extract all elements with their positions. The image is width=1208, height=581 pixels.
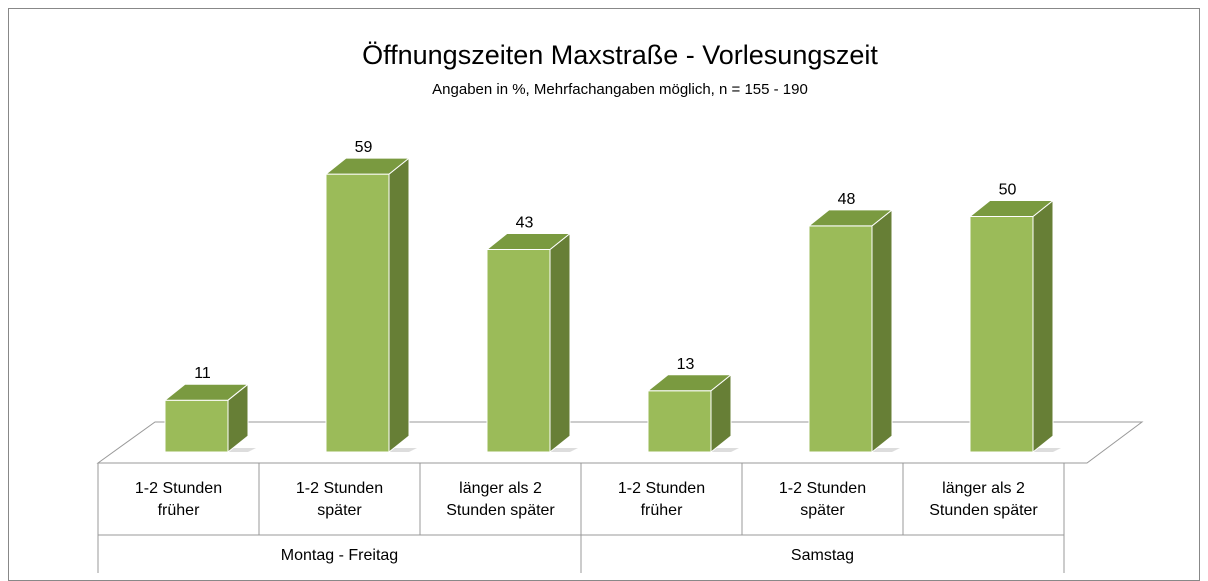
data-label: 59: [355, 139, 373, 156]
bar-side: [388, 157, 410, 454]
x-tick-label: 1-2 Stunden später: [778, 480, 867, 519]
bar-side: [549, 232, 571, 454]
bar-top: [807, 209, 894, 227]
chart-title: Öffnungszeiten Maxstraße - Vorlesungszei…: [362, 40, 878, 70]
bar-top: [324, 157, 411, 175]
x-tick-label: länger als 2 Stunden später: [929, 480, 1038, 519]
bar: [969, 216, 1034, 453]
data-label: 13: [677, 356, 695, 373]
chart-subtitle: Angaben in %, Mehrfachangaben möglich, n…: [432, 81, 808, 98]
bar-top: [485, 232, 572, 250]
bar: [808, 225, 873, 453]
x-tick-label: 1-2 Stunden früher: [617, 480, 706, 519]
bar-top: [968, 200, 1055, 217]
bar: [647, 390, 712, 453]
x-tick-label: 1-2 Stunden früher: [134, 480, 223, 519]
bar-top: [163, 383, 250, 401]
bar-side: [1032, 199, 1054, 454]
group-label: Montag - Freitag: [281, 547, 398, 564]
group-label: Samstag: [791, 547, 854, 564]
data-label: 48: [838, 191, 856, 208]
bar-side: [871, 208, 893, 454]
data-label: 43: [516, 214, 534, 231]
x-tick-label: länger als 2 Stunden später: [446, 480, 555, 519]
bar: [164, 399, 229, 453]
bar: [325, 173, 390, 453]
data-label: 50: [999, 182, 1017, 199]
data-label: 11: [194, 365, 211, 382]
bar-top: [646, 374, 733, 392]
bar: [486, 248, 551, 453]
x-tick-label: 1-2 Stunden später: [295, 480, 384, 519]
